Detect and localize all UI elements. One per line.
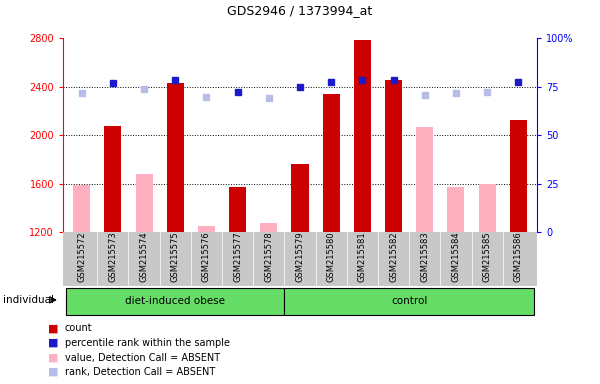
Text: control: control: [391, 296, 427, 306]
Text: ■: ■: [48, 323, 59, 333]
Bar: [448, 187, 464, 232]
Bar: [416, 127, 433, 232]
Text: value, Detection Call = ABSENT: value, Detection Call = ABSENT: [65, 353, 220, 362]
Text: diet-induced obese: diet-induced obese: [125, 296, 225, 306]
Text: ■: ■: [48, 367, 59, 377]
Bar: [323, 94, 340, 232]
Bar: [136, 174, 152, 232]
Bar: [479, 184, 496, 232]
Bar: [260, 223, 277, 232]
Bar: [104, 126, 121, 232]
Bar: [510, 119, 527, 232]
Text: ■: ■: [48, 338, 59, 348]
Text: GDS2946 / 1373994_at: GDS2946 / 1373994_at: [227, 4, 373, 17]
Bar: [354, 40, 371, 232]
Text: ■: ■: [48, 353, 59, 362]
Bar: [167, 83, 184, 232]
Text: percentile rank within the sample: percentile rank within the sample: [65, 338, 230, 348]
Text: count: count: [65, 323, 92, 333]
Text: rank, Detection Call = ABSENT: rank, Detection Call = ABSENT: [65, 367, 215, 377]
Bar: [73, 185, 90, 232]
Bar: [292, 164, 308, 232]
Bar: [198, 226, 215, 232]
Text: individual: individual: [3, 295, 54, 305]
Bar: [284, 288, 534, 315]
Bar: [229, 187, 246, 232]
Bar: [66, 288, 284, 315]
Bar: [385, 79, 402, 232]
